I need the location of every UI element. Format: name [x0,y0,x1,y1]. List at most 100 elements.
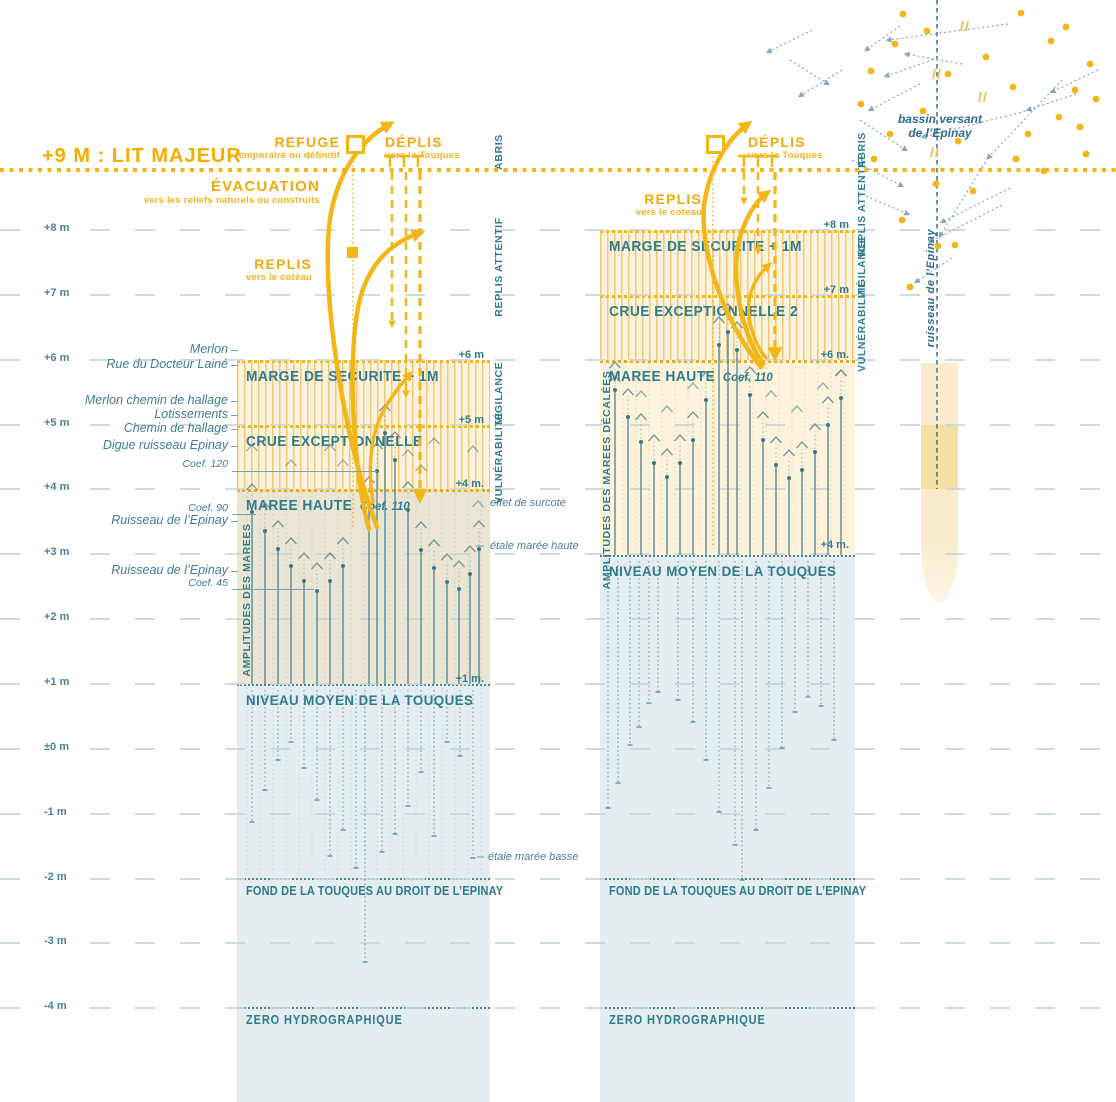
gridline-+4 m [0,488,1116,490]
axis-label: -2 m [38,871,73,883]
crossing-mark-icon [978,91,987,103]
watershed-flow-arrow [867,83,921,112]
axis-label: +7 m [38,287,76,299]
replis-label-2: REPLIS [644,191,702,207]
etale-maree-basse-note: étale marée basse [488,851,579,863]
band-label: CRUE EXCEPTIONNELLE 2 [609,304,799,320]
refuge-sublabel: temporaire ou définitif [235,150,340,161]
gridline-+1 m [0,683,1116,685]
watershed-dot [1047,37,1055,45]
watershed-dot [867,67,875,75]
side-label: Chemin de hallage [123,421,228,435]
coef-value: Coef. 110 [359,499,410,513]
watershed-dot [1009,83,1017,91]
watershed-dot [1092,95,1100,103]
axis-label: -1 m [38,806,73,818]
watershed-dot [1055,113,1063,121]
band-maree-haute: MAREE HAUTE Coef. 110 [237,489,490,687]
gridline-+6 m [0,359,1116,361]
watershed-dot [1062,23,1070,31]
edge-label: +5 m [458,414,484,426]
refuge-square-icon-2 [706,135,725,154]
side-leader [231,571,238,572]
coef-connector [232,514,256,515]
watershed-dot [857,100,865,108]
refuge-label: REFUGE [274,134,340,150]
refuge-square-icon [346,135,365,154]
side-leader [231,429,238,430]
gridline-±0 m [0,748,1116,750]
crossing-mark-icon [960,20,969,32]
bassin-versant-label: bassin versant de l’Epinay [897,112,983,140]
lit-majeur-title: +9 M : LIT MAJEUR [42,145,242,167]
side-label: Lotissements [154,407,228,421]
replis-label-1: REPLIS [254,256,312,272]
zone-label-abris: ABRIS [493,134,505,170]
watershed-flow-arrow [1025,93,1077,112]
watershed-dot [944,70,952,78]
replis-sublabel-2: vers le coteau [635,207,702,218]
band-niveau-moyen: NIVEAU MOYEN DE LA TOUQUES [237,684,490,1102]
zone-label-replis-attentif: REPLIS ATTENTIF [493,217,505,317]
crossing-mark-icon [932,68,941,80]
side-label: Coef. 120 [182,458,228,470]
watershed-dot [1024,130,1032,138]
edge-label: +1 m. [455,673,484,685]
ruisseau-epinay-label: ruisseau de l’Epinay [925,228,937,348]
axis-label: +8 m [38,222,76,234]
watershed-flow-arrow [939,187,1011,224]
evacuation-label: ÉVACUATION [211,178,320,195]
watershed-dot [899,10,907,18]
coef-connector [232,471,377,472]
zero-label: ZERO HYDROGRAPHIQUE [609,1013,766,1027]
side-label: Coef. 90 [188,502,228,514]
edge-label: +6 m [458,349,484,361]
watershed-dot [906,283,914,291]
side-label: Ruisseau de l’Epinay [111,513,228,527]
deplis-label-2: DÉPLIS [748,134,806,150]
ruisseau-bar-taper [921,540,958,602]
column-tides-normal: MARGE DE SECURITE + 1M CRUE EXCEPTIONNEL… [237,0,503,1102]
edge-label: +8 m [823,219,849,231]
watershed-flow-arrow [1049,69,1099,94]
effet-surcote-note: effet de surcote [490,497,566,509]
crossing-mark-icon [930,146,939,158]
deplis-label-1: DÉPLIS [385,134,443,150]
band-label: MAREE HAUTE Coef. 110 [246,498,410,514]
ruisseau-bar-dark-segment [921,425,958,489]
edge-label: +7 m [823,284,849,296]
axis-label: ±0 m [38,741,75,753]
watershed-flow-arrow [864,25,901,52]
coef-connector [232,589,314,590]
watershed-dot [951,241,959,249]
axis-label: -3 m [38,935,73,947]
fond-label: FOND DE LA TOUQUES AU DROIT DE L’EPINAY [246,884,504,898]
gridline--1 m [0,813,1116,815]
edge-label: +6 m. [820,349,849,361]
side-leader [231,415,238,416]
edge-label: +4 m. [820,539,849,551]
watershed-dot [969,187,977,195]
band-label: CRUE EXCEPTIONNELLE [246,434,423,450]
watershed-dot [932,180,940,188]
amplitudes-marees-label: AMPLITUDES DES MAREES [241,523,253,677]
watershed-dot [923,27,931,35]
band-label: NIVEAU MOYEN DE LA TOUQUES [246,692,474,708]
watershed-dot [1071,86,1079,94]
side-label: Merlon [189,342,228,356]
side-leader [231,365,238,366]
side-label: Digue ruisseau Epinay [102,438,228,452]
watershed-dot [898,216,906,224]
gridline--3 m [0,942,1116,944]
amplitudes-marees-decalees-label: AMPLITUDES DES MAREES DÉCALÉES [601,370,613,590]
evacuation-sublabel: vers les reliefs naturels ou construits [143,195,320,206]
axis-label: +6 m [38,352,76,364]
side-leader [231,446,238,447]
watershed-dot [1076,123,1084,131]
side-leader [231,521,238,522]
band-label: NIVEAU MOYEN DE LA TOUQUES [609,563,837,579]
watershed-flow-arrow [883,57,939,78]
gridline-+3 m [0,553,1116,555]
gridline-+7 m [0,294,1116,296]
etale-maree-haute-note: étale marée haute [490,540,579,552]
